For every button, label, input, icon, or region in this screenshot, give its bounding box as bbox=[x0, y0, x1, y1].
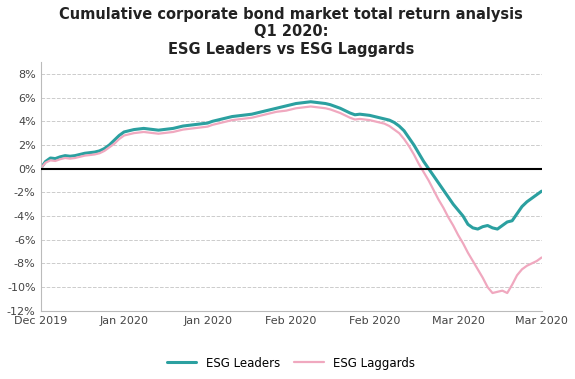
ESG Leaders bbox=[513, 211, 520, 216]
ESG Leaders bbox=[175, 125, 182, 130]
ESG Laggards bbox=[513, 273, 520, 277]
Legend: ESG Leaders, ESG Laggards: ESG Leaders, ESG Laggards bbox=[162, 352, 420, 374]
ESG Laggards bbox=[499, 288, 506, 293]
ESG Leaders bbox=[538, 189, 545, 193]
ESG Laggards bbox=[332, 109, 339, 113]
ESG Leaders bbox=[474, 227, 481, 231]
ESG Laggards bbox=[484, 285, 491, 290]
ESG Laggards bbox=[538, 255, 545, 260]
Title: Cumulative corporate bond market total return analysis
Q1 2020:
ESG Leaders vs E: Cumulative corporate bond market total r… bbox=[59, 7, 523, 57]
ESG Leaders bbox=[499, 223, 506, 228]
ESG Laggards bbox=[307, 104, 314, 109]
ESG Laggards bbox=[37, 166, 44, 171]
ESG Leaders bbox=[307, 99, 314, 104]
ESG Leaders bbox=[489, 226, 496, 230]
ESG Leaders bbox=[504, 220, 511, 224]
ESG Laggards bbox=[175, 128, 182, 133]
ESG Laggards bbox=[489, 291, 496, 295]
ESG Leaders bbox=[37, 166, 44, 171]
ESG Leaders bbox=[332, 104, 339, 109]
Line: ESG Laggards: ESG Laggards bbox=[41, 106, 542, 293]
ESG Laggards bbox=[504, 291, 511, 295]
Line: ESG Leaders: ESG Leaders bbox=[41, 102, 542, 229]
